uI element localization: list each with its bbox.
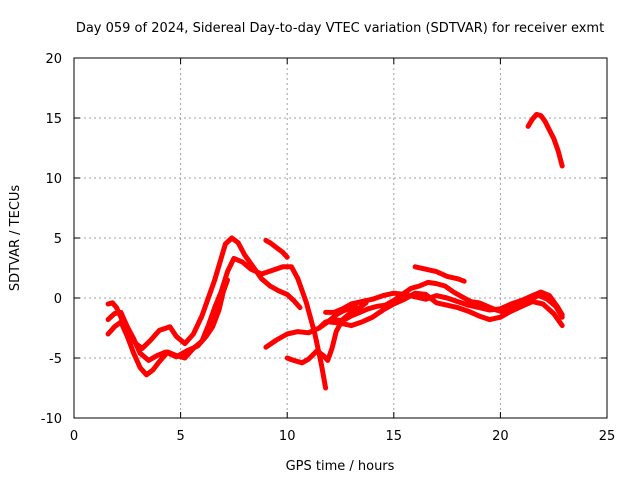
series-pass-4 xyxy=(263,237,290,260)
x-tick-label: 25 xyxy=(599,429,616,444)
y-tick-label: 10 xyxy=(45,172,62,187)
x-tick-label: 10 xyxy=(279,429,296,444)
y-tick-label: -10 xyxy=(41,412,62,427)
x-tick-label: 0 xyxy=(70,429,78,444)
y-tick-label: 20 xyxy=(45,52,62,67)
y-tick-label: 5 xyxy=(54,232,62,247)
series-pass-8 xyxy=(323,289,565,318)
y-tick-label: 15 xyxy=(45,112,62,127)
chart-title: Day 059 of 2024, Sidereal Day-to-day VTE… xyxy=(76,21,604,36)
y-axis-label: SDTVAR / TECUs xyxy=(8,185,23,292)
series-pass-3 xyxy=(105,277,230,363)
x-axis-label: GPS time / hours xyxy=(286,459,395,474)
tick-labels: 0 5 10 15 20 25 -10 -5 0 5 10 15 20 xyxy=(41,52,616,444)
series-pass-9 xyxy=(327,290,565,329)
gridlines xyxy=(74,58,607,418)
y-tick-label: 0 xyxy=(54,292,62,307)
series-pass-10 xyxy=(412,264,467,284)
x-tick-label: 15 xyxy=(386,429,403,444)
series-pass-6 xyxy=(284,300,369,366)
x-tick-label: 20 xyxy=(492,429,509,444)
x-tick-label: 5 xyxy=(176,429,184,444)
y-tick-label: -5 xyxy=(49,352,62,367)
data-series xyxy=(105,111,565,391)
series-pass-2 xyxy=(105,255,329,391)
axis-ticks xyxy=(73,57,608,419)
series-pass-11 xyxy=(525,111,565,169)
